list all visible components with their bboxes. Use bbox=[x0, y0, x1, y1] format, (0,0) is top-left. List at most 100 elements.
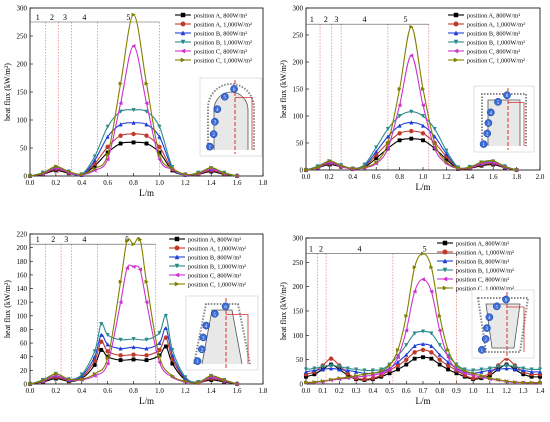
data-point bbox=[131, 357, 136, 362]
x-tick-label: 1.2 bbox=[502, 387, 511, 395]
data-point bbox=[92, 158, 97, 163]
legend-entry: position A, 1,000W/m² bbox=[456, 250, 514, 257]
chart-panel-3: 0.0 0.2 0.4 0.6 0.8 1.0 1.2 1.4 1.6 1.8 0 20 40 60 80 1… bbox=[3, 231, 268, 407]
zone-label: 1 bbox=[309, 245, 313, 254]
data-point bbox=[174, 254, 180, 260]
data-point bbox=[196, 380, 201, 385]
legend-entry: position A, 800W/m² bbox=[456, 241, 509, 248]
data-point bbox=[442, 276, 448, 282]
furnace-wall bbox=[476, 297, 530, 353]
data-point bbox=[118, 101, 123, 106]
data-point bbox=[429, 343, 434, 348]
position-marker bbox=[478, 345, 486, 354]
data-point bbox=[420, 277, 425, 282]
data-point bbox=[446, 347, 451, 353]
heat-path-line bbox=[235, 97, 253, 150]
data-point bbox=[471, 371, 476, 376]
data-point bbox=[180, 39, 186, 45]
legend-entry: position B, 1,000W/m² bbox=[456, 268, 514, 275]
data-point bbox=[329, 377, 334, 382]
data-point bbox=[105, 342, 110, 347]
data-point bbox=[529, 380, 534, 385]
x-tick-label: 1.2 bbox=[181, 179, 190, 187]
data-point bbox=[174, 281, 180, 287]
data-point bbox=[491, 158, 496, 163]
data-point bbox=[209, 165, 214, 170]
data-point bbox=[92, 354, 97, 359]
position-marker bbox=[502, 295, 510, 304]
data-point bbox=[471, 368, 476, 373]
data-point bbox=[362, 376, 367, 382]
legend-entry: position A, 1,000W/m² bbox=[188, 246, 246, 253]
x-tick-label: 1.8 bbox=[512, 173, 521, 181]
data-point bbox=[404, 313, 409, 318]
position-marker bbox=[197, 345, 206, 354]
position-marker-label: 5 bbox=[214, 313, 217, 318]
zone-label: 3 bbox=[63, 13, 67, 22]
legend-entry: position C, 800W/m² bbox=[456, 277, 509, 284]
data-point bbox=[320, 378, 325, 384]
data-point bbox=[412, 350, 417, 355]
legend-entry: position A, 1,000W/m² bbox=[467, 22, 525, 29]
position-marker bbox=[220, 92, 229, 101]
legend-entry: position C, 1,000W/m² bbox=[467, 58, 525, 65]
x-tick-label: 1.0 bbox=[155, 387, 164, 395]
x-tick-label: 0.8 bbox=[395, 173, 404, 181]
data-point bbox=[144, 141, 149, 146]
data-point bbox=[512, 364, 518, 369]
zone-label: 1 bbox=[36, 235, 40, 244]
data-point bbox=[92, 166, 97, 171]
furnace-wall bbox=[207, 83, 255, 150]
data-point bbox=[420, 347, 426, 353]
position-marker bbox=[230, 85, 238, 93]
position-marker bbox=[210, 309, 219, 318]
legend-entry: position B, 800W/m² bbox=[188, 255, 241, 262]
position-marker-label: 3 bbox=[487, 122, 490, 127]
data-point bbox=[354, 373, 359, 378]
data-point bbox=[235, 173, 240, 179]
data-point bbox=[180, 57, 186, 63]
data-point bbox=[504, 366, 509, 371]
data-point bbox=[385, 134, 391, 139]
data-point bbox=[395, 347, 401, 353]
data-point bbox=[453, 57, 459, 63]
data-point bbox=[28, 381, 33, 387]
x-axis-label: L/m bbox=[416, 182, 431, 192]
data-point bbox=[437, 313, 442, 318]
data-point bbox=[404, 352, 409, 357]
data-point bbox=[479, 159, 484, 165]
x-tick-label: 1.2 bbox=[181, 387, 190, 395]
data-point bbox=[320, 364, 325, 369]
y-tick-label: 40 bbox=[20, 353, 28, 361]
data-point bbox=[53, 371, 59, 376]
data-point bbox=[409, 120, 414, 125]
data-point bbox=[387, 363, 392, 368]
data-point bbox=[79, 372, 84, 377]
legend: position A, 800W/m² position A, 1,000W/m²… bbox=[175, 13, 252, 65]
data-point bbox=[312, 379, 317, 385]
data-point bbox=[521, 380, 526, 385]
data-point bbox=[131, 120, 136, 125]
data-point bbox=[79, 172, 85, 177]
data-point bbox=[157, 330, 162, 336]
legend-entry: position B, 800W/m² bbox=[456, 259, 509, 266]
x-tick-label: 0.6 bbox=[372, 173, 381, 181]
x-tick-label: 0.2 bbox=[335, 387, 344, 395]
position-marker bbox=[209, 130, 218, 139]
data-point bbox=[118, 300, 123, 305]
data-point bbox=[379, 368, 384, 373]
data-point bbox=[514, 167, 519, 173]
data-point bbox=[92, 349, 97, 354]
zone-label: 3 bbox=[334, 15, 338, 24]
data-point bbox=[328, 363, 334, 368]
data-point bbox=[66, 377, 72, 382]
data-point bbox=[337, 376, 342, 381]
data-point bbox=[385, 146, 390, 151]
data-point bbox=[99, 347, 104, 352]
x-tick-label: 1.8 bbox=[259, 179, 268, 187]
x-tick-label: 1.4 bbox=[536, 387, 545, 395]
data-point bbox=[131, 344, 136, 350]
zone-label: 5 bbox=[423, 245, 427, 254]
data-point bbox=[124, 265, 130, 271]
data-point bbox=[442, 258, 448, 264]
